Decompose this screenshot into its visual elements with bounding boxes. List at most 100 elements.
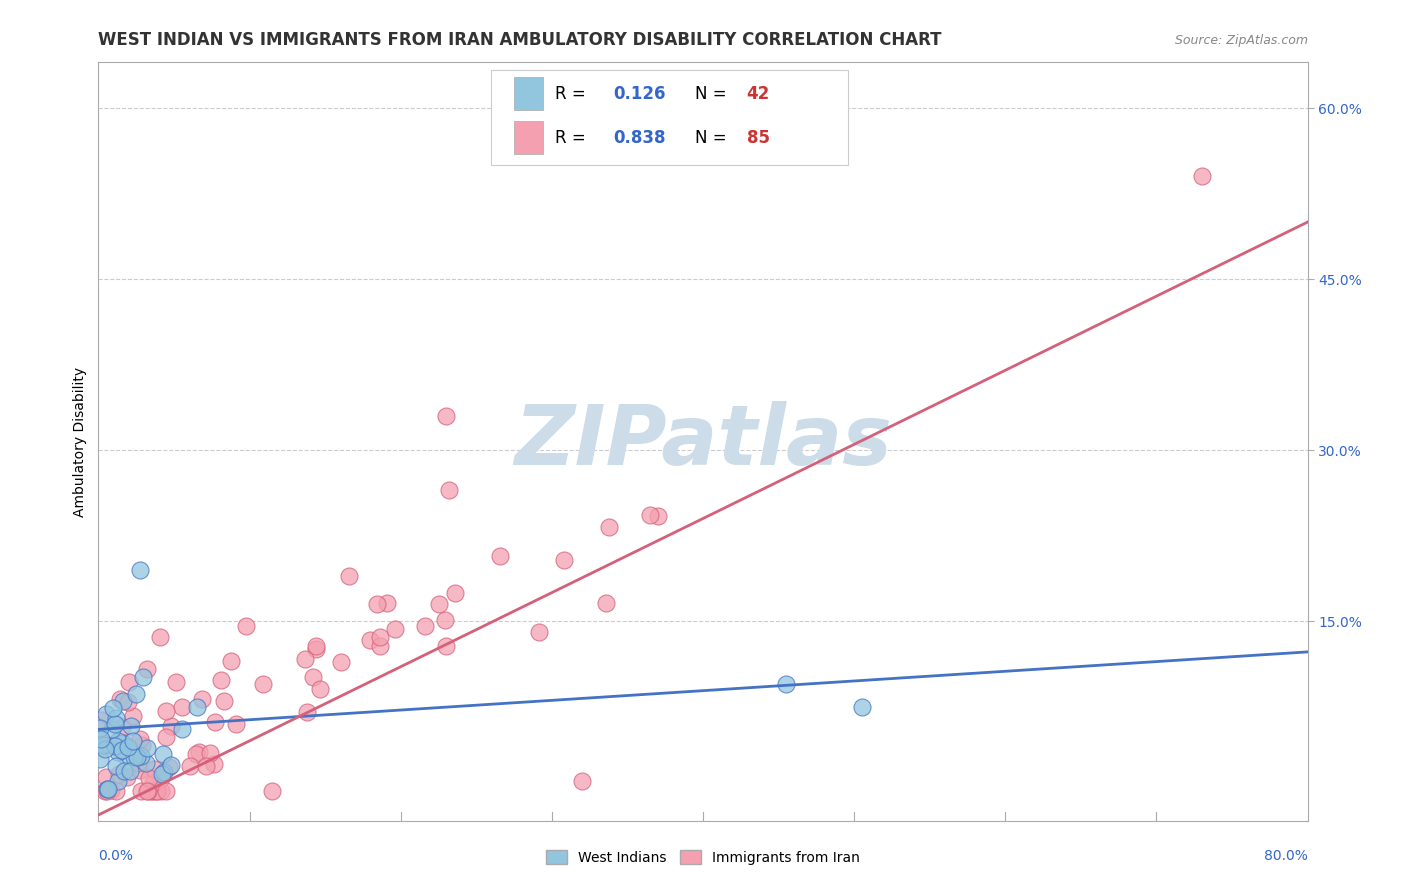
Point <box>117 695 139 709</box>
Point <box>94 706 117 721</box>
Point <box>214 694 236 708</box>
Point <box>155 704 177 718</box>
FancyBboxPatch shape <box>515 77 543 111</box>
Point <box>366 597 388 611</box>
Point <box>235 618 257 632</box>
Point <box>170 723 193 737</box>
Point <box>647 509 669 524</box>
Point <box>305 642 328 657</box>
Point <box>128 763 150 777</box>
Point <box>413 619 436 633</box>
Point <box>190 691 212 706</box>
Point <box>104 759 127 773</box>
Point <box>112 736 135 750</box>
Point <box>143 762 166 776</box>
Text: 85: 85 <box>747 129 769 147</box>
Text: 42: 42 <box>747 86 769 103</box>
Point <box>93 739 115 753</box>
Point <box>96 784 118 798</box>
Point <box>136 741 159 756</box>
Point <box>1191 169 1213 183</box>
Text: Source: ZipAtlas.com: Source: ZipAtlas.com <box>1174 34 1308 47</box>
Point <box>204 714 226 729</box>
Point <box>489 549 512 564</box>
Point <box>138 771 160 785</box>
Point <box>159 719 181 733</box>
Point <box>129 732 152 747</box>
Point <box>108 692 131 706</box>
Point <box>122 734 145 748</box>
Point <box>375 595 398 609</box>
Point <box>114 748 136 763</box>
Point <box>93 742 115 756</box>
Point <box>139 784 162 798</box>
Point <box>638 508 661 523</box>
Point <box>305 639 328 653</box>
Text: 0.838: 0.838 <box>613 129 666 147</box>
Point <box>146 784 169 798</box>
Point <box>90 732 112 747</box>
Point <box>94 784 117 798</box>
Point <box>179 759 201 773</box>
Point <box>104 739 127 754</box>
Point <box>149 631 172 645</box>
Point <box>195 759 218 773</box>
Point <box>100 783 122 797</box>
Point <box>439 483 461 498</box>
Point <box>187 745 209 759</box>
Point <box>200 747 222 761</box>
Point <box>111 720 134 734</box>
Point <box>105 784 128 798</box>
FancyBboxPatch shape <box>492 70 848 165</box>
Point <box>136 784 159 798</box>
Point <box>122 749 145 764</box>
Point <box>89 751 111 765</box>
Point <box>851 699 873 714</box>
Point <box>142 775 165 789</box>
Point <box>150 767 173 781</box>
Point <box>90 714 112 728</box>
Point <box>107 745 129 759</box>
Point <box>553 552 575 566</box>
Point <box>209 673 232 688</box>
Point <box>337 569 360 583</box>
Point <box>107 773 129 788</box>
Point <box>219 654 242 668</box>
Point <box>170 700 193 714</box>
Point <box>100 723 122 737</box>
Point <box>433 614 456 628</box>
Point <box>91 738 114 752</box>
Text: N =: N = <box>695 86 731 103</box>
Point <box>89 721 111 735</box>
Point <box>131 738 153 752</box>
Point <box>129 784 152 798</box>
Point <box>434 409 457 423</box>
Point <box>132 670 155 684</box>
Point <box>427 597 450 611</box>
Point <box>184 747 207 761</box>
Text: 0.126: 0.126 <box>613 86 666 103</box>
Point <box>308 681 330 696</box>
FancyBboxPatch shape <box>515 120 543 154</box>
Point <box>127 750 149 764</box>
Point <box>368 630 391 644</box>
Point <box>129 748 152 763</box>
Text: 80.0%: 80.0% <box>1264 849 1308 863</box>
Point <box>104 717 127 731</box>
Text: WEST INDIAN VS IMMIGRANTS FROM IRAN AMBULATORY DISABILITY CORRELATION CHART: WEST INDIAN VS IMMIGRANTS FROM IRAN AMBU… <box>98 31 942 49</box>
Text: 0.0%: 0.0% <box>98 849 134 863</box>
Point <box>155 730 177 744</box>
Point <box>117 739 139 754</box>
Point <box>135 661 157 675</box>
Point <box>96 781 118 796</box>
Point <box>97 781 120 796</box>
Point <box>145 784 167 798</box>
Point <box>186 699 208 714</box>
Point <box>202 756 225 771</box>
Point <box>150 771 173 785</box>
Point <box>527 625 550 640</box>
Text: ZIPatlas: ZIPatlas <box>515 401 891 482</box>
Point <box>330 656 353 670</box>
Point <box>112 694 135 708</box>
Point <box>252 677 274 691</box>
